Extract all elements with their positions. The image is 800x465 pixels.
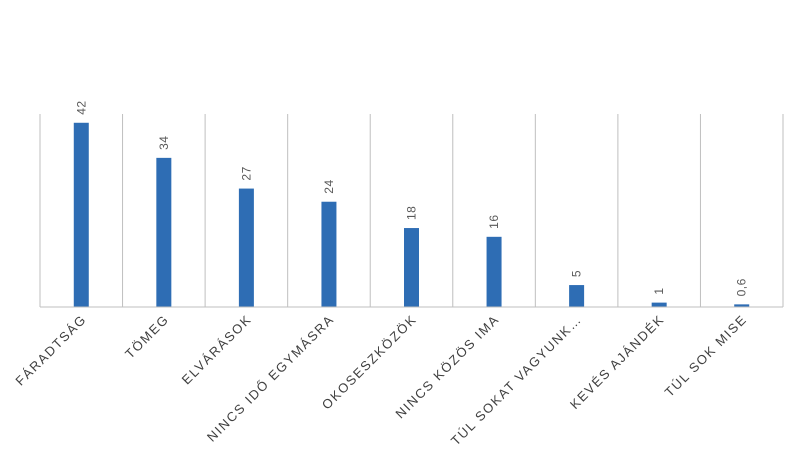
bar-7 <box>651 302 667 307</box>
tick-label-1: TÖMEG <box>122 312 172 362</box>
category-gridlines <box>39 114 784 307</box>
data-label-5: 16 <box>487 214 501 228</box>
data-label-8: 0,6 <box>735 278 749 296</box>
tick-label-6: TÚL SOKAT VAGYUNK… <box>448 312 585 449</box>
tick-label-8: TÚL SOK MISE <box>662 312 750 400</box>
bar-series <box>73 122 750 307</box>
tick-label-7: KEVÉS AJÁNDÉK <box>567 312 667 412</box>
data-label-1: 34 <box>157 136 171 150</box>
bar-8 <box>734 304 750 307</box>
data-label-2: 27 <box>239 166 253 180</box>
bar-5 <box>486 236 502 307</box>
data-label-0: 42 <box>74 100 88 114</box>
data-label-7: 1 <box>652 287 666 294</box>
tick-label-0: FÁRADTSÁG <box>12 312 89 389</box>
data-label-6: 5 <box>570 270 584 277</box>
data-label-4: 18 <box>405 206 419 220</box>
bar-2 <box>238 188 254 307</box>
tick-label-2: ELVÁRÁSOK <box>179 312 255 388</box>
data-labels: 42 34 27 24 18 16 5 1 0,6 <box>74 100 748 296</box>
bar-3 <box>321 201 337 307</box>
data-label-3: 24 <box>322 179 336 193</box>
bar-1 <box>156 157 172 307</box>
bar-0 <box>73 122 89 307</box>
bar-4 <box>404 228 419 307</box>
bar-6 <box>569 285 585 307</box>
